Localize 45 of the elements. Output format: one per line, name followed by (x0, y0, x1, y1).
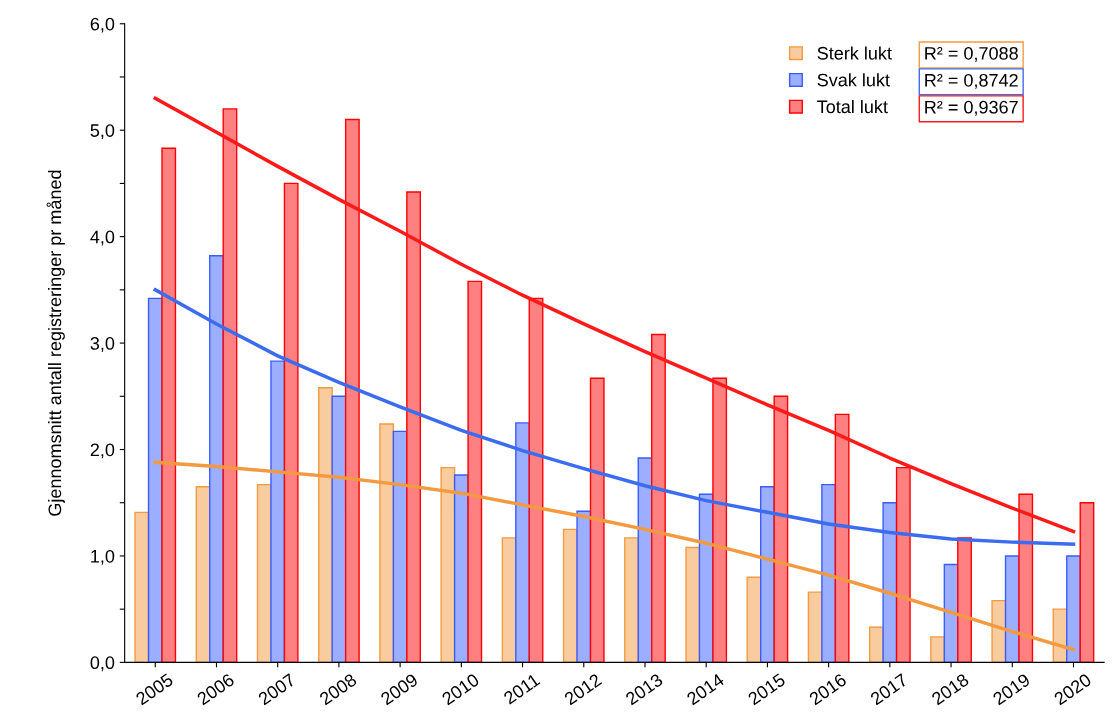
bar (773, 395, 789, 663)
bar (576, 510, 592, 663)
legend-label: Svak lukt (817, 73, 890, 87)
line-series (153, 288, 1076, 546)
y-tick-label: 4,0 (90, 230, 115, 246)
y-tick-label: 6,0 (90, 17, 115, 33)
bar (161, 147, 177, 663)
annotation: R² = 0,7088 (925, 46, 1018, 62)
bar (712, 377, 728, 663)
legend-label: Total lukt (817, 99, 888, 114)
bar (406, 191, 422, 663)
bar (834, 413, 850, 663)
bar (930, 636, 946, 663)
y-axis-title: Gjennomsnitt antall registreringer pr måned (46, 170, 65, 516)
bar (467, 280, 483, 663)
y-tick-label: 5,0 (90, 124, 115, 140)
y-tick-label: 3,0 (90, 337, 115, 352)
legend-label: Sterk lukt (817, 46, 892, 60)
bar (283, 182, 299, 663)
bar (344, 118, 360, 663)
bar (589, 377, 605, 663)
x-tick-label: 2011 (502, 673, 541, 705)
bar (1079, 502, 1095, 663)
bar (624, 537, 639, 663)
bar (270, 360, 286, 663)
bar (895, 466, 911, 663)
bar (957, 537, 972, 663)
bar (209, 255, 224, 663)
y-tick-label: 1,0 (91, 549, 115, 565)
bar (821, 483, 837, 663)
bar (134, 511, 150, 663)
annotation: R² = 0,8742 (925, 73, 1018, 89)
bar (528, 297, 544, 663)
bar (222, 108, 238, 663)
bar (515, 422, 530, 663)
bar (882, 502, 898, 663)
y-tick-label: 2,0 (90, 443, 115, 459)
bar (1018, 493, 1034, 663)
bar (331, 395, 347, 663)
y-tick-label: 0,0 (90, 656, 115, 672)
bar (685, 546, 701, 663)
line-series (153, 96, 1076, 534)
annotation: R² = 0,9367 (925, 100, 1018, 116)
bar (1066, 555, 1081, 663)
bar (651, 333, 666, 663)
